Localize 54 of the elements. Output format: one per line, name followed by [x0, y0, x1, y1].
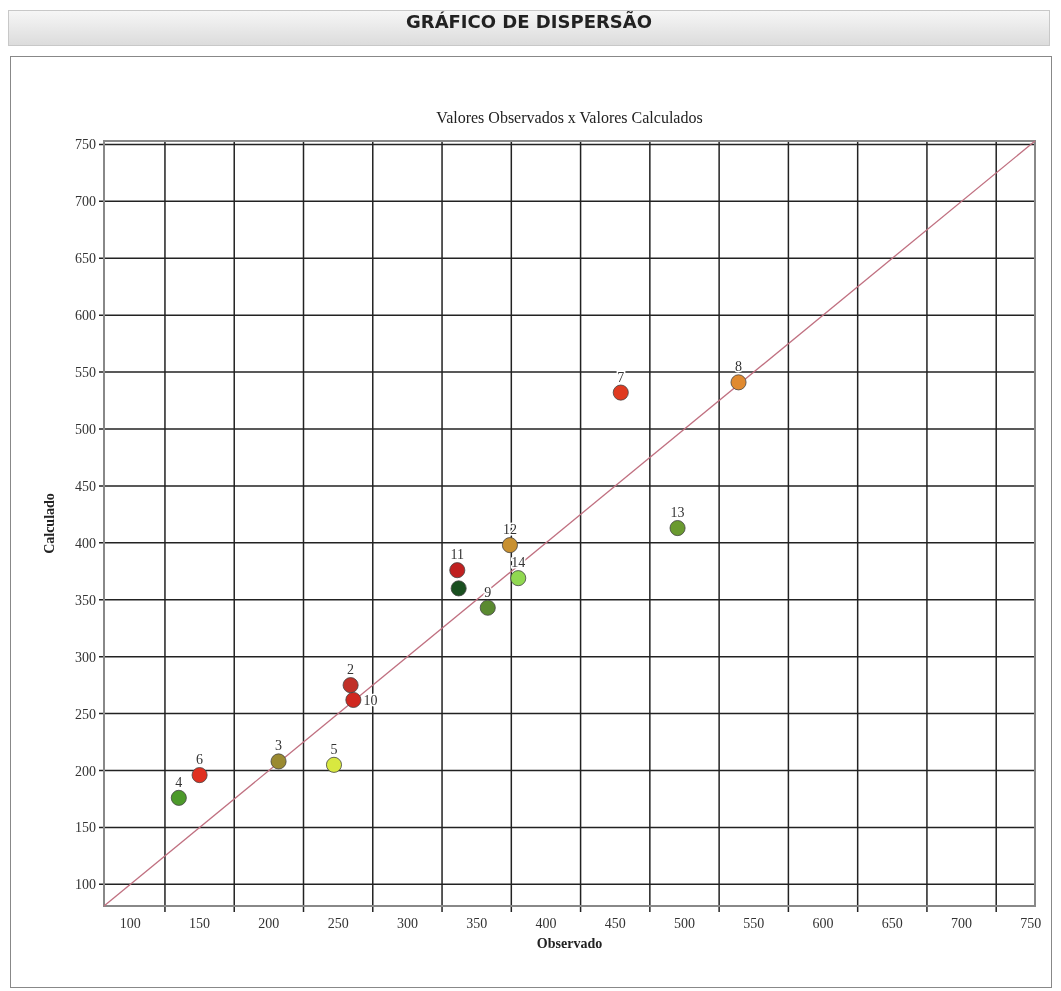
x-tick-label: 250 [327, 916, 349, 931]
annotation: 8 [735, 359, 743, 375]
point [345, 692, 362, 708]
y-tick-label: 450 [75, 478, 96, 494]
y-tick-label: 350 [75, 592, 96, 608]
y-tick-label: 600 [75, 308, 96, 324]
y-tick-label: 400 [75, 535, 96, 551]
x-tick-label: 350 [466, 916, 488, 931]
annotation: 11 [450, 547, 465, 563]
point [669, 520, 686, 537]
annotation: 6 [196, 752, 204, 768]
x-tick-label: 150 [189, 916, 211, 931]
y-tick-label: 700 [75, 194, 96, 210]
point [449, 562, 466, 579]
x-tick-label: 700 [951, 916, 973, 931]
point [270, 753, 287, 770]
annotation: 5 [330, 741, 338, 757]
x-tick-label: 100 [119, 916, 141, 931]
point [730, 374, 747, 391]
y-tick-label: 750 [75, 137, 96, 153]
point [170, 789, 187, 806]
annotation: 4 [175, 774, 183, 790]
chart-subtitle: Valores Observados x Valores Calculados [436, 109, 703, 126]
point [501, 537, 518, 554]
x-tick-label: 650 [881, 916, 903, 931]
x-axis-title: Observado [536, 936, 603, 951]
point [450, 580, 467, 597]
y-tick-label: 550 [75, 365, 96, 381]
point [510, 570, 527, 587]
x-tick-label: 750 [1020, 916, 1042, 931]
y-tick-label: 500 [75, 422, 96, 438]
y-tick-label: 300 [75, 649, 96, 665]
x-tick-label: 200 [258, 916, 280, 931]
x-tick-label: 600 [812, 916, 834, 931]
annotation: 13 [670, 505, 685, 521]
y-tick-label: 650 [75, 251, 96, 267]
y-axis-title: Calculado [42, 493, 57, 554]
x-tick-label: 400 [535, 916, 557, 931]
point [479, 599, 496, 616]
x-tick-label: 300 [396, 916, 418, 931]
annotation: 3 [275, 738, 283, 754]
y-tick-label: 100 [75, 877, 96, 893]
x-tick-label: 500 [673, 916, 695, 931]
annotation: 2 [347, 662, 355, 678]
chart-title: GRÁFICO DE DISPERSÃO [8, 10, 1050, 46]
y-tick-label: 250 [75, 706, 96, 722]
point [326, 756, 342, 773]
point [612, 384, 629, 401]
y-tick-label: 150 [75, 820, 96, 836]
x-tick-label: 550 [743, 916, 765, 931]
point [191, 767, 208, 784]
point [342, 677, 359, 694]
x-tick-label: 450 [604, 916, 626, 931]
y-tick-label: 200 [75, 763, 96, 779]
